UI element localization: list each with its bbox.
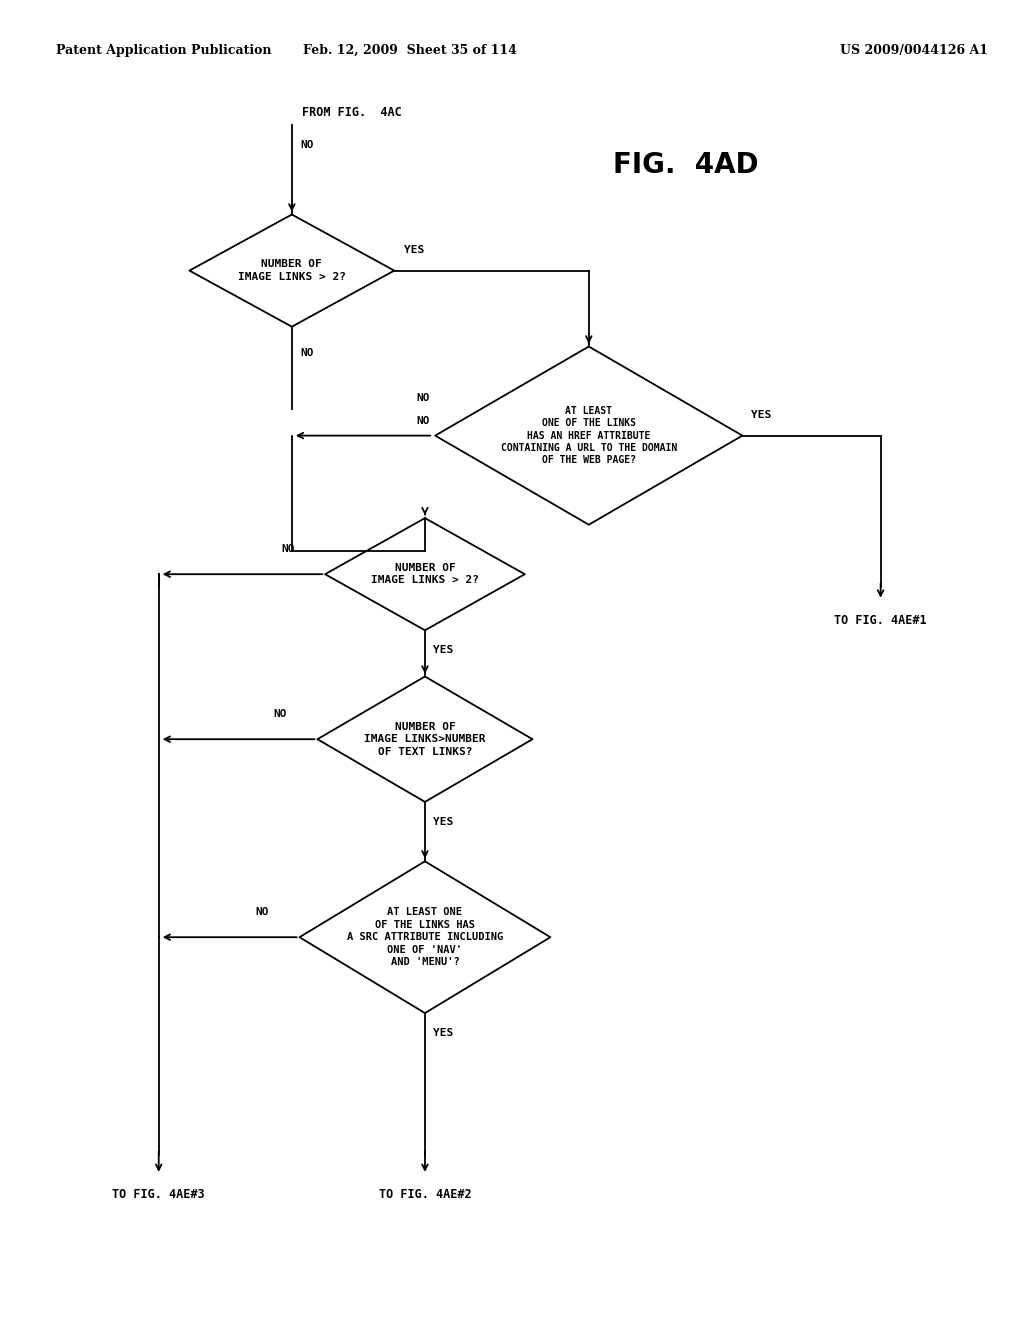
- Text: NO: NO: [417, 392, 430, 403]
- Text: Feb. 12, 2009  Sheet 35 of 114: Feb. 12, 2009 Sheet 35 of 114: [303, 44, 516, 57]
- Text: NO: NO: [417, 416, 430, 426]
- Text: YES: YES: [751, 409, 771, 420]
- Text: NUMBER OF
IMAGE LINKS > 2?: NUMBER OF IMAGE LINKS > 2?: [371, 564, 479, 585]
- Text: NO: NO: [300, 348, 313, 358]
- Text: NO: NO: [273, 709, 287, 719]
- Text: NO: NO: [300, 140, 313, 150]
- Text: AT LEAST ONE
OF THE LINKS HAS
A SRC ATTRIBUTE INCLUDING
ONE OF 'NAV'
AND 'MENU'?: AT LEAST ONE OF THE LINKS HAS A SRC ATTR…: [347, 907, 503, 968]
- Text: YES: YES: [433, 1028, 454, 1038]
- Text: NO: NO: [255, 907, 268, 917]
- Text: NO: NO: [281, 544, 295, 554]
- Text: US 2009/0044126 A1: US 2009/0044126 A1: [840, 44, 988, 57]
- Text: TO FIG. 4AE#2: TO FIG. 4AE#2: [379, 1188, 471, 1201]
- Text: AT LEAST
ONE OF THE LINKS
HAS AN HREF ATTRIBUTE
CONTAINING A URL TO THE DOMAIN
O: AT LEAST ONE OF THE LINKS HAS AN HREF AT…: [501, 405, 677, 466]
- Text: TO FIG. 4AE#1: TO FIG. 4AE#1: [835, 614, 927, 627]
- Text: NUMBER OF
IMAGE LINKS>NUMBER
OF TEXT LINKS?: NUMBER OF IMAGE LINKS>NUMBER OF TEXT LIN…: [365, 722, 485, 756]
- Text: YES: YES: [433, 645, 454, 655]
- Text: YES: YES: [404, 244, 425, 255]
- Text: YES: YES: [433, 817, 454, 826]
- Text: TO FIG. 4AE#3: TO FIG. 4AE#3: [113, 1188, 205, 1201]
- Text: FROM FIG.  4AC: FROM FIG. 4AC: [302, 106, 401, 119]
- Text: FIG.  4AD: FIG. 4AD: [613, 150, 759, 180]
- Text: NUMBER OF
IMAGE LINKS > 2?: NUMBER OF IMAGE LINKS > 2?: [238, 260, 346, 281]
- Text: Patent Application Publication: Patent Application Publication: [56, 44, 271, 57]
